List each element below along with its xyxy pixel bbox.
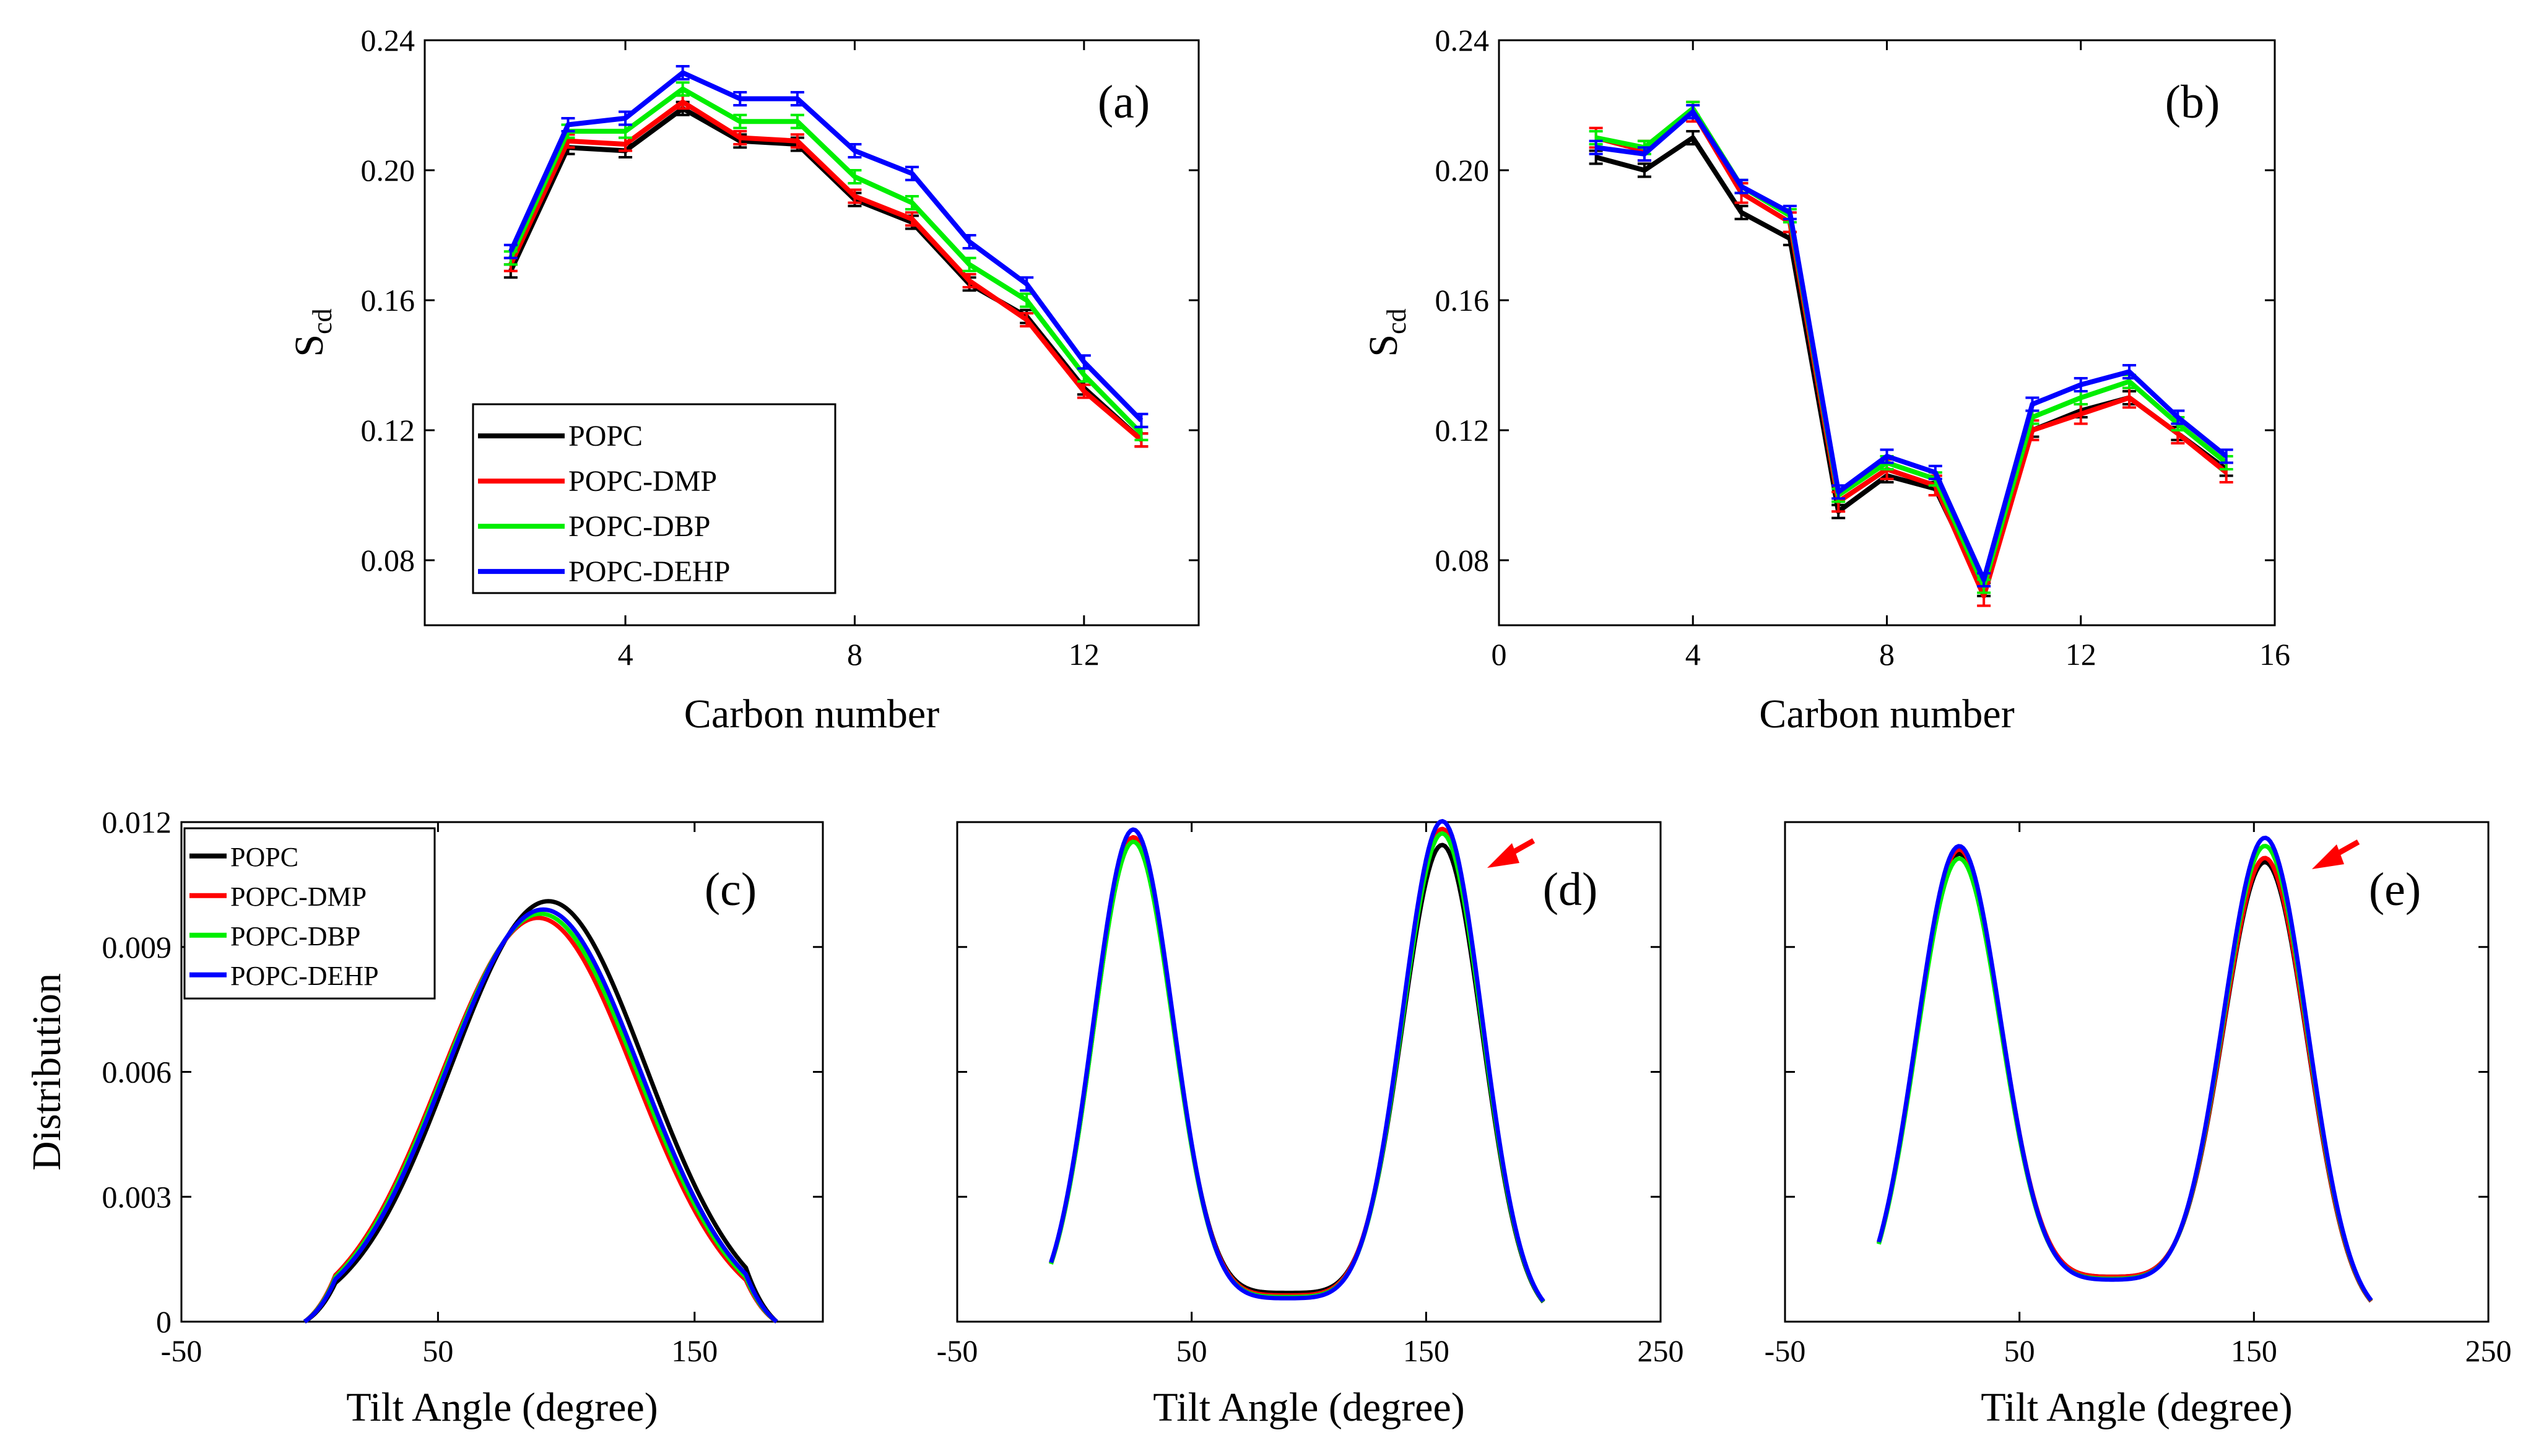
series-line-POPC-DBP xyxy=(508,86,1144,436)
series-curve-POPC-DEHP xyxy=(1049,819,1545,1302)
legend-label: POPC-DMP xyxy=(230,882,367,912)
plot-frame xyxy=(1498,39,2276,626)
x-axis-title: Tilt Angle (degree) xyxy=(346,1385,658,1430)
series-curve-POPC-DMP xyxy=(1049,826,1545,1303)
series-curve-POPC xyxy=(1877,851,2373,1303)
x-tick-label: 4 xyxy=(1685,637,1701,672)
x-axis-title: Tilt Angle (degree) xyxy=(1153,1385,1464,1430)
panel-b: 0 4 8 12 16 0.08 0.12 0.16 0.20 0.24 Carbon number… xyxy=(1361,23,2290,737)
series-line-POPC-DMP xyxy=(508,99,1143,442)
legend-label: POPC xyxy=(230,842,298,872)
x-tick-label: 250 xyxy=(1638,1333,1684,1368)
series-curve-POPC-DBP xyxy=(1877,844,2373,1302)
x-tick-label: 150 xyxy=(1403,1333,1449,1368)
highlight-arrow-head xyxy=(1487,843,1519,868)
panel-label: (e) xyxy=(2369,864,2421,916)
x-axis-title: Carbon number xyxy=(1759,691,2014,737)
series-line-POPC-DEHP xyxy=(508,70,1144,423)
y-tick-label: 0.16 xyxy=(361,283,415,318)
x-tick-label: -50 xyxy=(1765,1333,1806,1368)
x-tick-label: 12 xyxy=(2065,637,2096,672)
y-tick-label: 0.24 xyxy=(361,23,415,58)
series-curve-POPC-DEHP xyxy=(303,907,778,1324)
x-tick-label: 50 xyxy=(2004,1333,2035,1368)
series-line-POPC xyxy=(508,106,1144,442)
panel-a: 4 8 12 0.08 0.12 0.16 0.20 0.24 Carbon number Scd… xyxy=(287,23,1200,737)
legend-label: POPC-DEHP xyxy=(230,961,379,991)
x-axis-title: Tilt Angle (degree) xyxy=(1981,1385,2292,1430)
y-tick-label: 0.24 xyxy=(1435,23,1490,58)
x-tick-label: 50 xyxy=(1176,1333,1207,1368)
panel-label: (c) xyxy=(705,864,757,916)
legend-label: POPC-DMP xyxy=(568,465,717,498)
panel-label: (a) xyxy=(1098,76,1150,128)
x-tick-label: -50 xyxy=(161,1333,202,1368)
y-tick-label: 0.08 xyxy=(1435,543,1490,578)
x-tick-label: 50 xyxy=(422,1333,453,1368)
panel-e: -50 50 150 250 Tilt Angle (degree) (e) xyxy=(1765,821,2512,1430)
y-axis-subscript: cd xyxy=(307,308,337,334)
highlight-arrow-head xyxy=(2312,844,2344,869)
series-line-POPC xyxy=(1595,135,2228,592)
x-tick-label: -50 xyxy=(937,1333,978,1368)
series-line-POPC-DEHP xyxy=(1596,109,2228,583)
y-tick-label: 0.012 xyxy=(102,805,172,839)
y-tick-label: 0.12 xyxy=(361,413,415,448)
y-axis-title: Scd xyxy=(1361,308,1412,357)
legend-label: POPC-DBP xyxy=(568,510,710,543)
panel-d: -50 50 150 250 Tilt Angle (degree) (d) xyxy=(937,819,1684,1430)
y-tick-label: 0.006 xyxy=(102,1055,172,1090)
x-tick-label: 150 xyxy=(2231,1333,2277,1368)
series-curve-POPC-DMP xyxy=(1877,847,2373,1302)
x-tick-label: 0 xyxy=(1492,637,1507,672)
x-tick-label: 8 xyxy=(1879,637,1895,672)
panel-label: (b) xyxy=(2165,76,2220,128)
legend-label: POPC-DBP xyxy=(230,921,360,951)
series-curve-POPC-DEHP xyxy=(1877,835,2373,1302)
panel-c: -50 50 150 0 0.003 0.006 0.009 0.012 Tilt Angle … xyxy=(24,805,824,1430)
y-axis-title: Distribution xyxy=(24,973,69,1171)
y-tick-label: 0.009 xyxy=(102,930,172,964)
series-line-POPC-DBP xyxy=(1595,106,2228,589)
panel-label: (d) xyxy=(1543,864,1598,916)
x-tick-label: 4 xyxy=(618,637,633,672)
series-curve-POPC-DBP xyxy=(1049,831,1545,1303)
y-tick-label: 0.20 xyxy=(1435,153,1490,188)
x-tick-label: 16 xyxy=(2259,637,2290,672)
x-tick-label: 12 xyxy=(1069,637,1100,672)
legend-label: POPC xyxy=(568,420,643,453)
x-tick-label: 8 xyxy=(847,637,862,672)
x-tick-label: 250 xyxy=(2465,1333,2512,1368)
series-line-POPC-DMP xyxy=(1595,109,2228,599)
plot-frame xyxy=(423,39,1200,626)
series-curve-POPC xyxy=(1049,838,1545,1304)
x-tick-label: 150 xyxy=(671,1333,718,1368)
legend-label: POPC-DEHP xyxy=(568,555,730,588)
y-tick-label: 0 xyxy=(156,1304,172,1339)
y-tick-label: 0.08 xyxy=(361,543,415,578)
y-axis-subscript: cd xyxy=(1381,308,1412,334)
y-tick-label: 0.16 xyxy=(1435,283,1490,318)
series-curve-POPC xyxy=(303,899,778,1324)
y-axis-title: Scd xyxy=(287,308,337,357)
y-tick-label: 0.003 xyxy=(102,1179,172,1214)
y-tick-label: 0.20 xyxy=(361,153,415,188)
y-tick-label: 0.12 xyxy=(1435,413,1490,448)
x-axis-title: Carbon number xyxy=(684,691,939,737)
